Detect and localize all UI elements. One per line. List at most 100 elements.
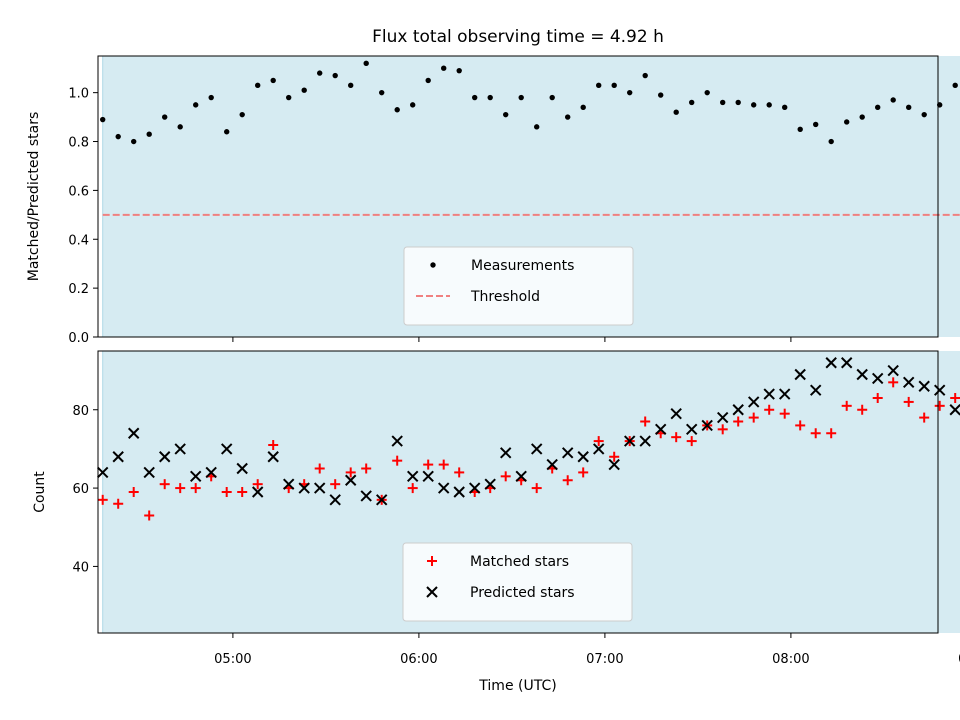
- measurement-point: [875, 104, 881, 111]
- matched-star-point: [593, 436, 604, 447]
- matched-star-point: [175, 483, 186, 494]
- x-marker-b: [391, 435, 403, 447]
- matched-star-point: [97, 494, 108, 505]
- predicted-star-point: [902, 376, 915, 389]
- legend-box: [403, 246, 634, 326]
- predicted-star-point: [577, 451, 589, 463]
- predicted-star-point: [391, 435, 403, 447]
- measurement-point: [286, 94, 292, 101]
- matched-star-point: [609, 451, 620, 462]
- x-marker-b: [515, 470, 527, 483]
- chart-title: Flux total observing time = 4.92 h: [372, 27, 664, 47]
- ratio-panel: 0.0 0.2 0.4 0.6 0.8 1.0 Matched/Predicted star…: [26, 55, 960, 346]
- measurement-point: [735, 99, 741, 106]
- x-marker-b: [639, 435, 651, 447]
- y-tick-label: 0.0: [68, 331, 89, 346]
- predicted-star-point: [437, 482, 450, 494]
- predicted-star-point: [329, 494, 341, 506]
- measurement-point: [596, 82, 602, 89]
- predicted-star-point: [949, 404, 960, 416]
- predicted-star-point: [313, 482, 326, 494]
- x-tick-label: 05:00: [214, 652, 251, 667]
- x-marker-b: [189, 470, 202, 483]
- x-marker-b: [174, 443, 186, 455]
- matched-star-point: [330, 479, 341, 490]
- x-marker-b: [251, 486, 264, 498]
- x-marker-b: [654, 423, 667, 436]
- measurement-point: [162, 114, 168, 120]
- legend-entry-label: Matched stars: [470, 554, 569, 570]
- x-marker-b: [406, 470, 419, 483]
- predicted-star-point: [608, 458, 620, 471]
- legend-entry-label: Predicted stars: [470, 585, 575, 601]
- x-marker-b: [484, 478, 496, 490]
- measurement-point: [828, 138, 834, 145]
- predicted-star-point: [468, 482, 481, 494]
- predicted-star-point: [158, 451, 171, 463]
- measurement-point: [332, 72, 338, 79]
- measurement-point: [844, 119, 850, 125]
- matched-star-point: [361, 463, 372, 474]
- measurement-point: [472, 94, 478, 101]
- x-marker-b: [577, 451, 589, 463]
- x-marker-b: [716, 411, 729, 424]
- measurement-point: [627, 89, 633, 96]
- x-marker-b: [375, 494, 388, 506]
- y-tick-label: 60: [72, 482, 89, 497]
- x-marker-b: [298, 482, 310, 494]
- x-marker-b: [344, 474, 357, 486]
- x-marker-b: [918, 380, 930, 392]
- matched-star-point: [810, 428, 821, 439]
- matched-star-point: [795, 420, 806, 431]
- predicted-star-point: [747, 396, 760, 408]
- predicted-star-point: [732, 404, 744, 416]
- measurement-point: [177, 124, 183, 130]
- predicted-star-point: [406, 470, 419, 483]
- predicted-star-point: [701, 419, 713, 432]
- y-tick-label: 80: [72, 404, 89, 419]
- legend-x-b: [426, 586, 438, 598]
- x-tick-label: 08:00: [772, 652, 809, 667]
- matched-star-point: [934, 400, 945, 411]
- x-marker-b: [840, 357, 853, 369]
- measurement-point: [487, 94, 493, 101]
- predicted-star-point: [670, 407, 682, 420]
- x-marker-b: [794, 368, 806, 381]
- matched-star-point: [903, 396, 914, 407]
- y-tick-label: 0.8: [68, 136, 89, 151]
- matched-star-point: [252, 479, 263, 490]
- measurement-point: [534, 124, 540, 130]
- predicted-star-point: [592, 443, 605, 455]
- x-marker-b: [96, 466, 109, 479]
- predicted-star-point: [282, 478, 295, 490]
- measurement-point: [379, 89, 385, 96]
- matched-star-point: [841, 400, 852, 411]
- measurement-point: [131, 138, 137, 145]
- legend-dot-marker: [430, 262, 436, 268]
- measurement-point: [797, 126, 803, 133]
- x-marker-b: [933, 384, 946, 396]
- predicted-star-point: [840, 357, 853, 369]
- x-marker-b: [732, 404, 744, 416]
- count-legend: Matched stars Predicted stars: [402, 542, 633, 622]
- predicted-star-point: [716, 411, 729, 424]
- predicted-star-point: [205, 466, 217, 479]
- measurement-point: [673, 109, 679, 115]
- predicted-star-point: [344, 474, 357, 486]
- y-tick-label: 0.4: [68, 233, 89, 248]
- legend-entry-label: Measurements: [471, 258, 574, 274]
- x-marker-b: [329, 494, 341, 506]
- measurement-point: [921, 111, 927, 118]
- measurement-point: [549, 94, 555, 101]
- measurement-point: [410, 102, 416, 108]
- x-marker-b: [623, 435, 636, 447]
- predicted-star-point: [546, 458, 558, 471]
- x-marker-b: [809, 384, 822, 396]
- measurement-point: [301, 87, 307, 93]
- matched-star-point: [392, 455, 403, 466]
- matched-star-point: [159, 479, 170, 490]
- predicted-star-point: [236, 462, 248, 475]
- matched-star-point: [454, 467, 465, 478]
- x-marker-b: [313, 482, 326, 494]
